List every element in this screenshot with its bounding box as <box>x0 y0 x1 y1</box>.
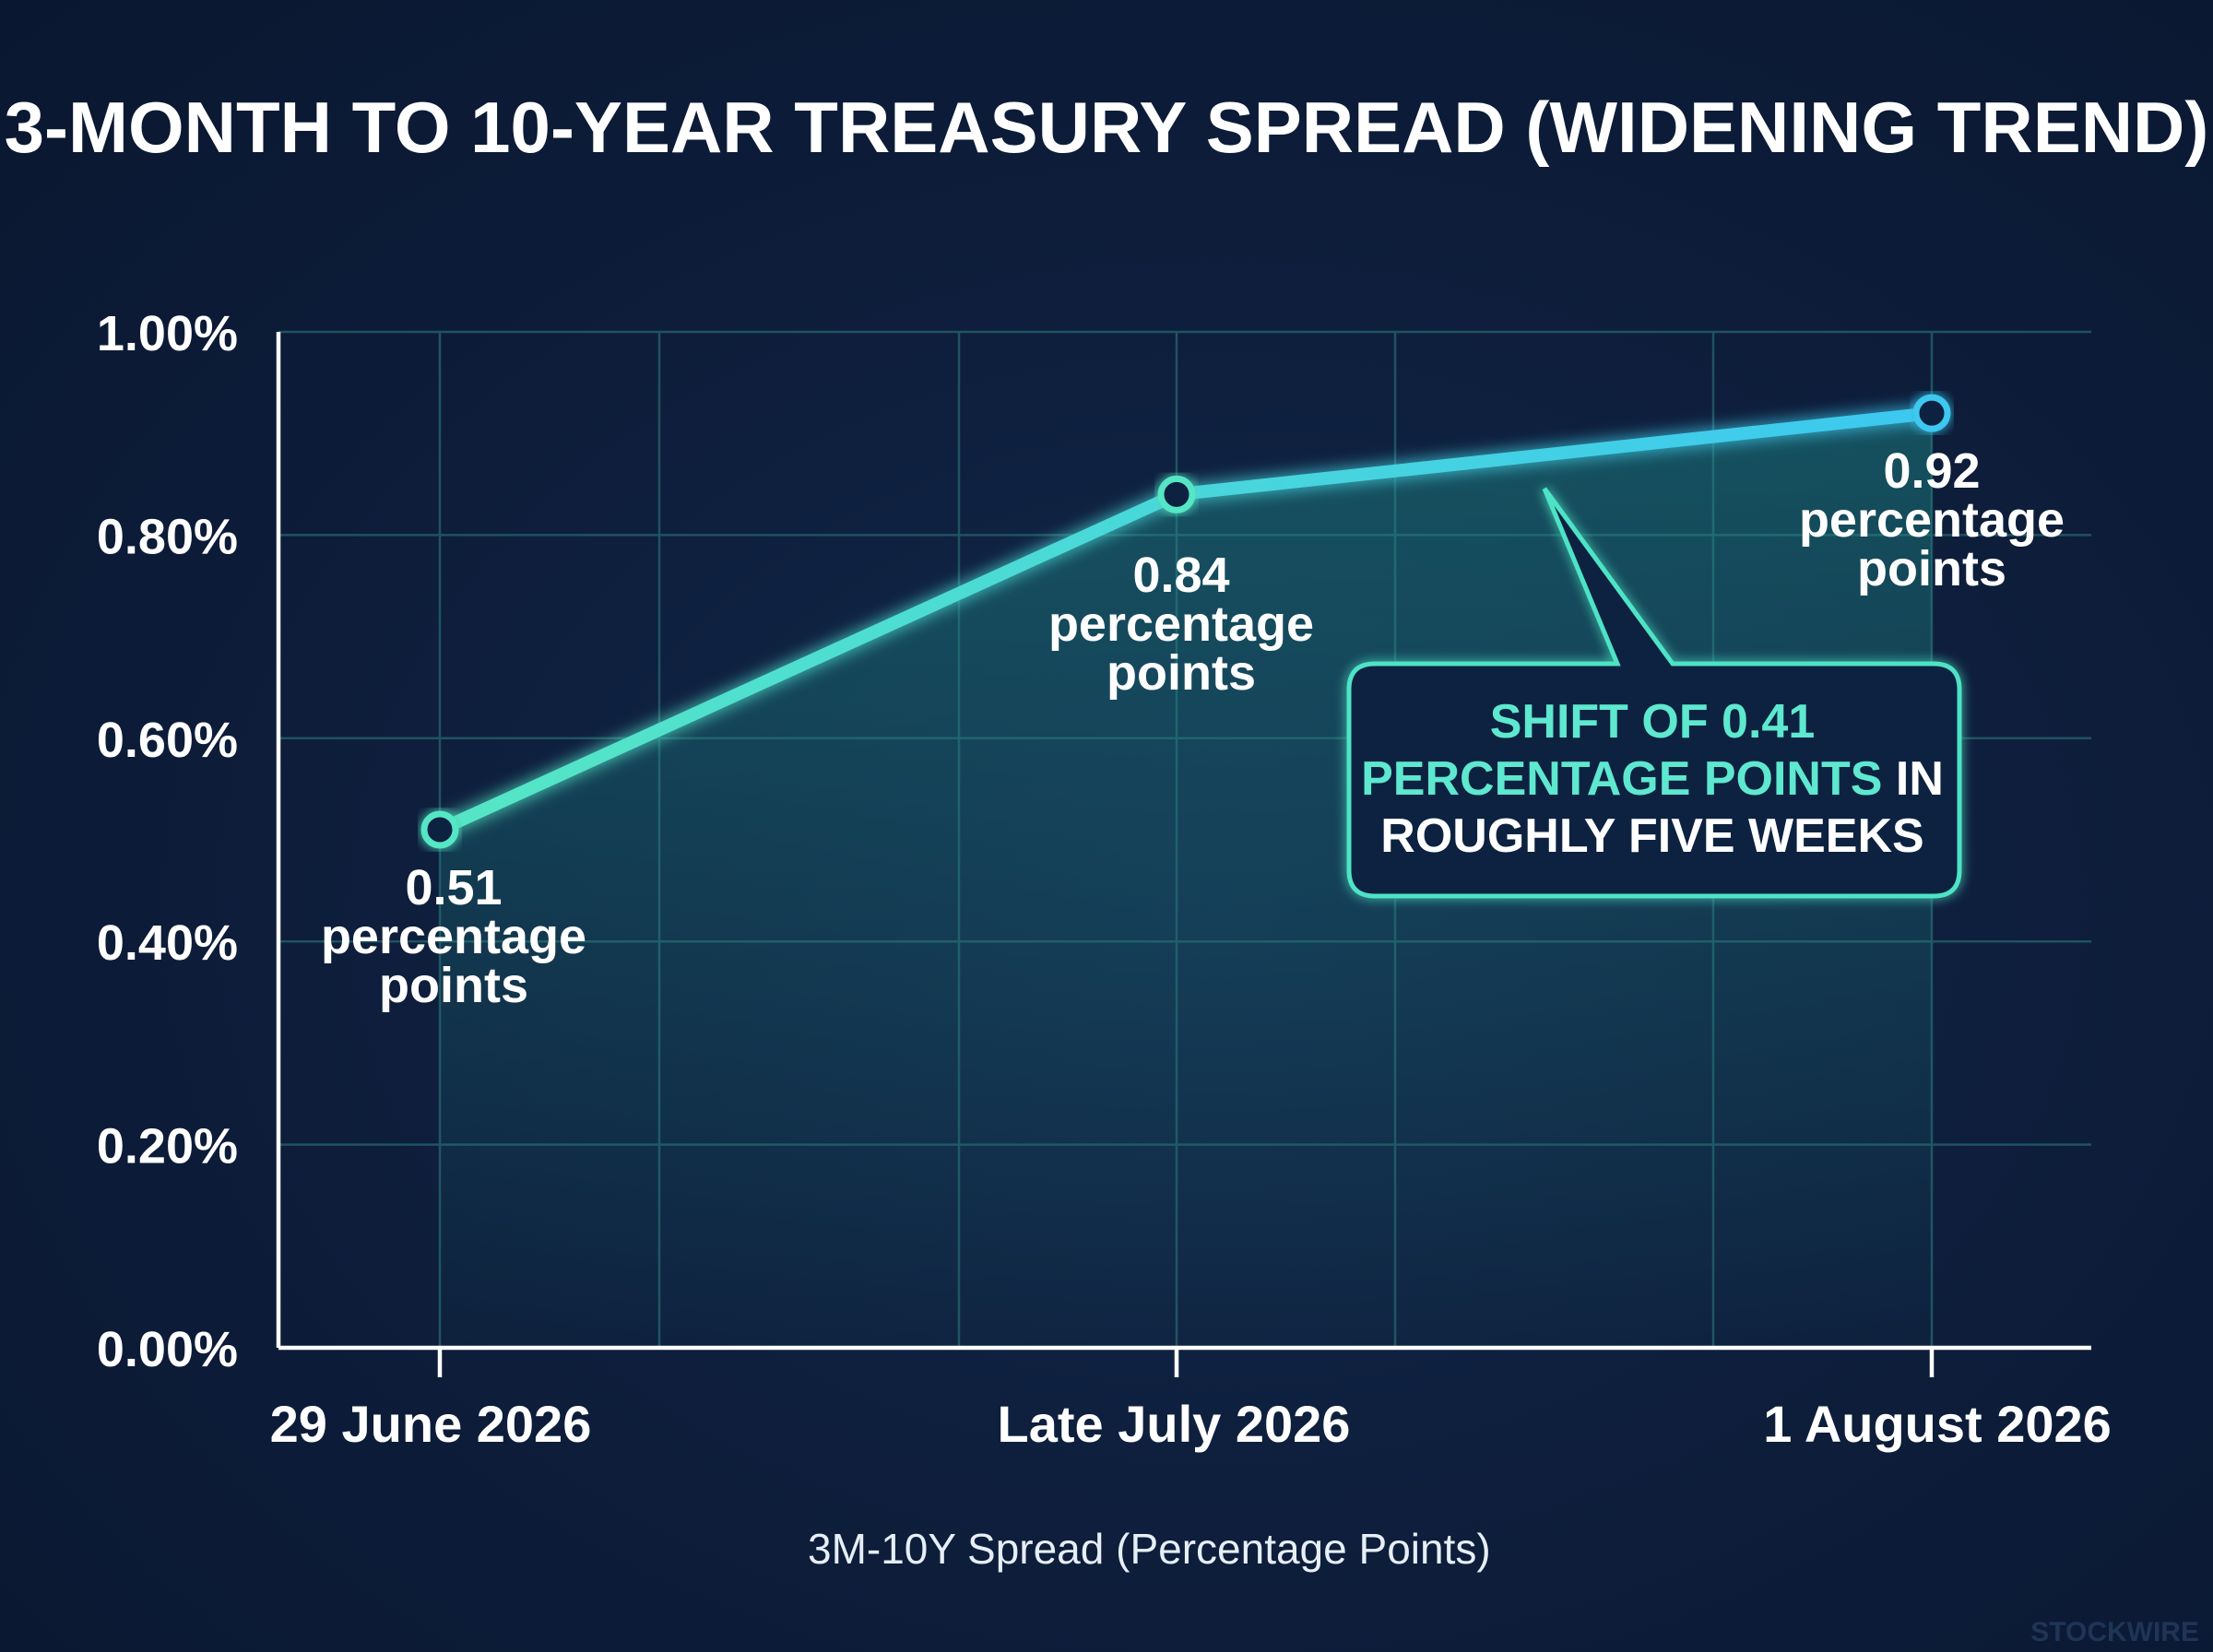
data-point <box>1157 475 1196 513</box>
callout-line-2-suffix: IN <box>1882 752 1943 806</box>
series-points <box>420 394 1951 849</box>
callout-line-2: PERCENTAGE POINTS IN <box>1361 752 1944 806</box>
x-axis-tick-labels: 29 June 2026 Late July 2026 1 August 2026 <box>270 1395 2112 1453</box>
legend-label: 3M-10Y Spread (Percentage Points) <box>808 1525 1491 1573</box>
area-fill <box>440 413 1932 1348</box>
data-label-value: 0.51 <box>405 860 502 915</box>
data-label-unit: points <box>1857 541 2006 596</box>
legend: 3M-10Y Spread (Percentage Points) <box>733 1525 1491 1573</box>
data-labels: 0.51percentagepoints0.84percentagepoints… <box>321 443 2065 1013</box>
x-tick-label: Late July 2026 <box>998 1395 1351 1453</box>
x-tick-label: 29 June 2026 <box>270 1395 592 1453</box>
data-label-value: 0.84 <box>1132 548 1229 603</box>
y-tick-label: 1.00% <box>97 306 238 361</box>
data-point <box>1912 394 1951 432</box>
y-tick-label: 0.80% <box>97 509 238 564</box>
data-label-value: 0.92 <box>1883 443 1980 499</box>
data-label-unit: percentage <box>1799 492 2065 548</box>
y-tick-label: 0.00% <box>97 1322 238 1377</box>
series-area <box>440 413 1932 1348</box>
y-axis-tick-labels: 0.00% 0.20% 0.40% 0.60% 0.80% 1.00% <box>97 306 238 1377</box>
data-point <box>420 810 459 849</box>
chart-title: 3-MONTH TO 10-YEAR TREASURY SPREAD (WIDE… <box>5 87 2209 168</box>
y-tick-label: 0.20% <box>97 1119 238 1174</box>
axes <box>276 332 2091 1377</box>
callout-line-2-accent: PERCENTAGE POINTS <box>1361 752 1882 806</box>
data-label-unit: percentage <box>321 909 586 964</box>
callout-line-3: ROUGHLY FIVE WEEKS <box>1380 809 1923 863</box>
data-label-unit: percentage <box>1048 596 1314 652</box>
data-label-unit: points <box>1106 645 1256 701</box>
callout-line-1: SHIFT OF 0.41 <box>1490 695 1816 749</box>
watermark-logo: STOCKWIRE <box>2030 1617 2199 1647</box>
data-label-unit: points <box>379 958 528 1013</box>
y-tick-label: 0.60% <box>97 713 238 768</box>
callout-annotation: SHIFT OF 0.41 PERCENTAGE POINTS IN ROUGH… <box>1346 487 1962 899</box>
callout-box <box>1346 487 1962 899</box>
x-tick-label: 1 August 2026 <box>1763 1395 2112 1453</box>
y-tick-label: 0.40% <box>97 915 238 971</box>
